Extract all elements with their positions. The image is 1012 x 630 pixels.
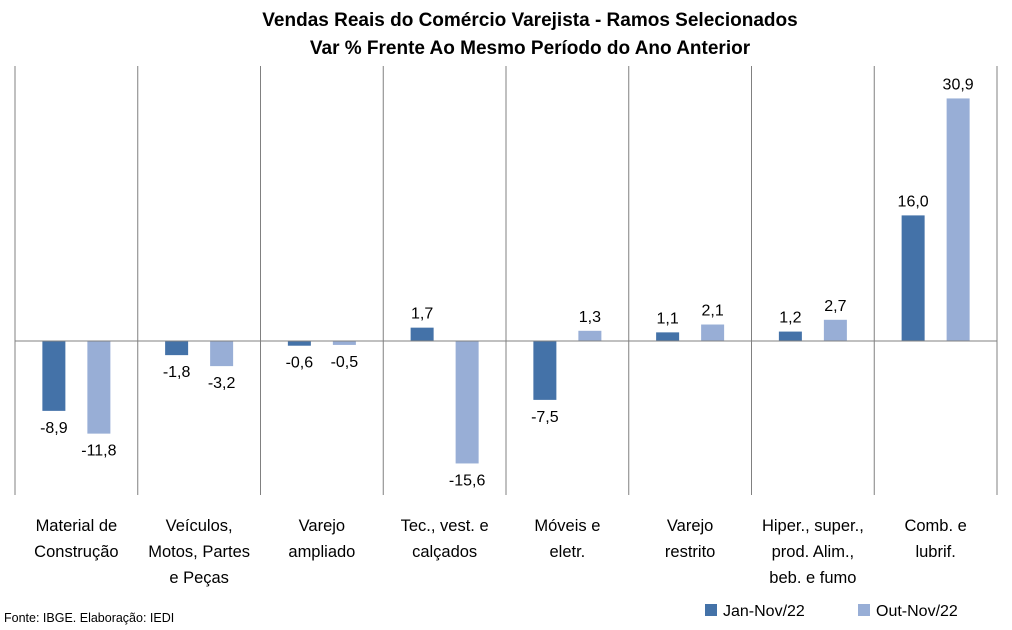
bar-out-nov [87,341,111,434]
bar-out-nov [946,98,970,341]
category-label: Tec., vest. e [401,517,489,535]
data-label: 1,1 [657,310,679,327]
data-label: -15,6 [449,472,486,489]
category-label: beb. e fumo [769,569,856,587]
data-label: 30,9 [943,76,974,93]
data-label: -11,8 [81,443,116,460]
legend: Jan-Nov/22 Out-Nov/22 [705,603,958,620]
bar-jan-nov [901,215,925,341]
bar-out-nov [210,341,234,367]
bar-jan-nov [287,341,311,346]
bar-jan-nov [778,331,802,341]
bar-jan-nov [656,332,680,341]
bar-jan-nov [165,341,189,356]
data-label: 16,0 [898,193,929,210]
bar-out-nov [455,341,479,464]
category-label: Móveis e [534,517,600,535]
plot-area: -8,9 -11,8 Material de Construção -1,8 -3,2 Ve… [14,66,998,587]
chart-subtitle: Var % Frente Ao Mesmo Período do Ano Ant… [310,38,751,59]
category-label: lubrif. [915,543,955,561]
category-label: Motos, Partes [148,543,250,561]
data-label: -3,2 [208,375,236,392]
data-label: -8,9 [40,420,68,437]
bar-jan-nov [533,341,557,400]
legend-swatch [858,604,870,616]
legend-label: Jan-Nov/22 [723,603,805,620]
data-label: 1,7 [411,306,433,323]
category-label: Varejo [667,517,713,535]
bar-jan-nov [42,341,66,411]
data-label: 2,7 [824,298,846,315]
category-label: Hiper., super., [762,517,864,535]
data-label: -0,5 [331,354,359,371]
data-label: -1,8 [163,364,191,381]
category-label: e Peças [169,569,229,587]
category-label: Construção [34,543,118,561]
bar-out-nov [578,330,602,341]
data-label: -0,6 [286,355,314,372]
data-label: -7,5 [531,409,559,426]
bar-jan-nov [410,327,434,341]
legend-swatch [705,604,717,616]
legend-label: Out-Nov/22 [876,603,958,620]
category-label: restrito [665,543,715,561]
bar-out-nov [823,319,847,341]
category-label: calçados [412,543,477,561]
source-note: Fonte: IBGE. Elaboração: IEDI [4,611,174,625]
category-label: prod. Alim., [772,543,855,561]
category-label: eletr. [549,543,585,561]
data-label: 2,1 [702,303,724,320]
category-label: Material de [36,517,118,535]
data-label: 1,3 [579,309,601,326]
category-label: ampliado [288,543,355,561]
bar-out-nov [332,341,356,345]
chart-title: Vendas Reais do Comércio Varejista - Ram… [262,10,797,31]
category-label: Varejo [299,517,345,535]
bar-out-nov [701,324,725,341]
data-label: 1,2 [779,310,801,327]
category-label: Comb. e [904,517,966,535]
category-label: Veículos, [166,517,233,535]
